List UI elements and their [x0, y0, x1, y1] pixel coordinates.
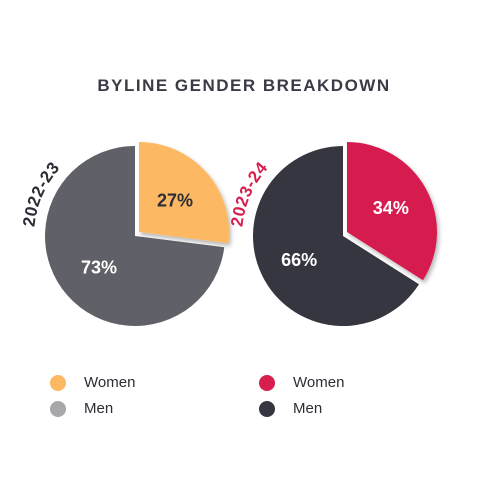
- legend-label-men: Men: [84, 400, 114, 417]
- legend-item-men: Men: [50, 396, 135, 422]
- pie-chart-2023-24: 34%66%2023-24: [227, 142, 437, 326]
- legend-swatch-men: [50, 401, 66, 417]
- legend-2022-23: Women Men: [50, 370, 135, 422]
- legend-swatch-men: [259, 401, 275, 417]
- legend-item-women: Women: [259, 370, 344, 396]
- pie-chart-2022-23: 27%73%2022-23: [19, 142, 229, 326]
- legend-swatch-women: [50, 375, 66, 391]
- legend-label-women: Women: [84, 374, 136, 391]
- legend-item-women: Women: [50, 370, 135, 396]
- pie-value-label-men: 73%: [81, 258, 117, 278]
- chart-title: BYLINE GENDER BREAKDOWN: [97, 76, 391, 95]
- pie-slice-men: [252, 146, 419, 326]
- pie-value-label-women: 27%: [157, 190, 193, 210]
- pie-value-label-women: 34%: [373, 198, 409, 218]
- legend-label-men: Men: [293, 400, 323, 417]
- pie-slice-women: [347, 142, 437, 281]
- legend-swatch-women: [259, 375, 275, 391]
- legend-2023-24: Women Men: [259, 370, 344, 422]
- legend-label-women: Women: [293, 374, 345, 391]
- pie-slice-men: [44, 146, 225, 326]
- pie-value-label-men: 66%: [281, 250, 317, 270]
- legend-item-men: Men: [259, 396, 344, 422]
- pie-slice-women: [139, 142, 229, 244]
